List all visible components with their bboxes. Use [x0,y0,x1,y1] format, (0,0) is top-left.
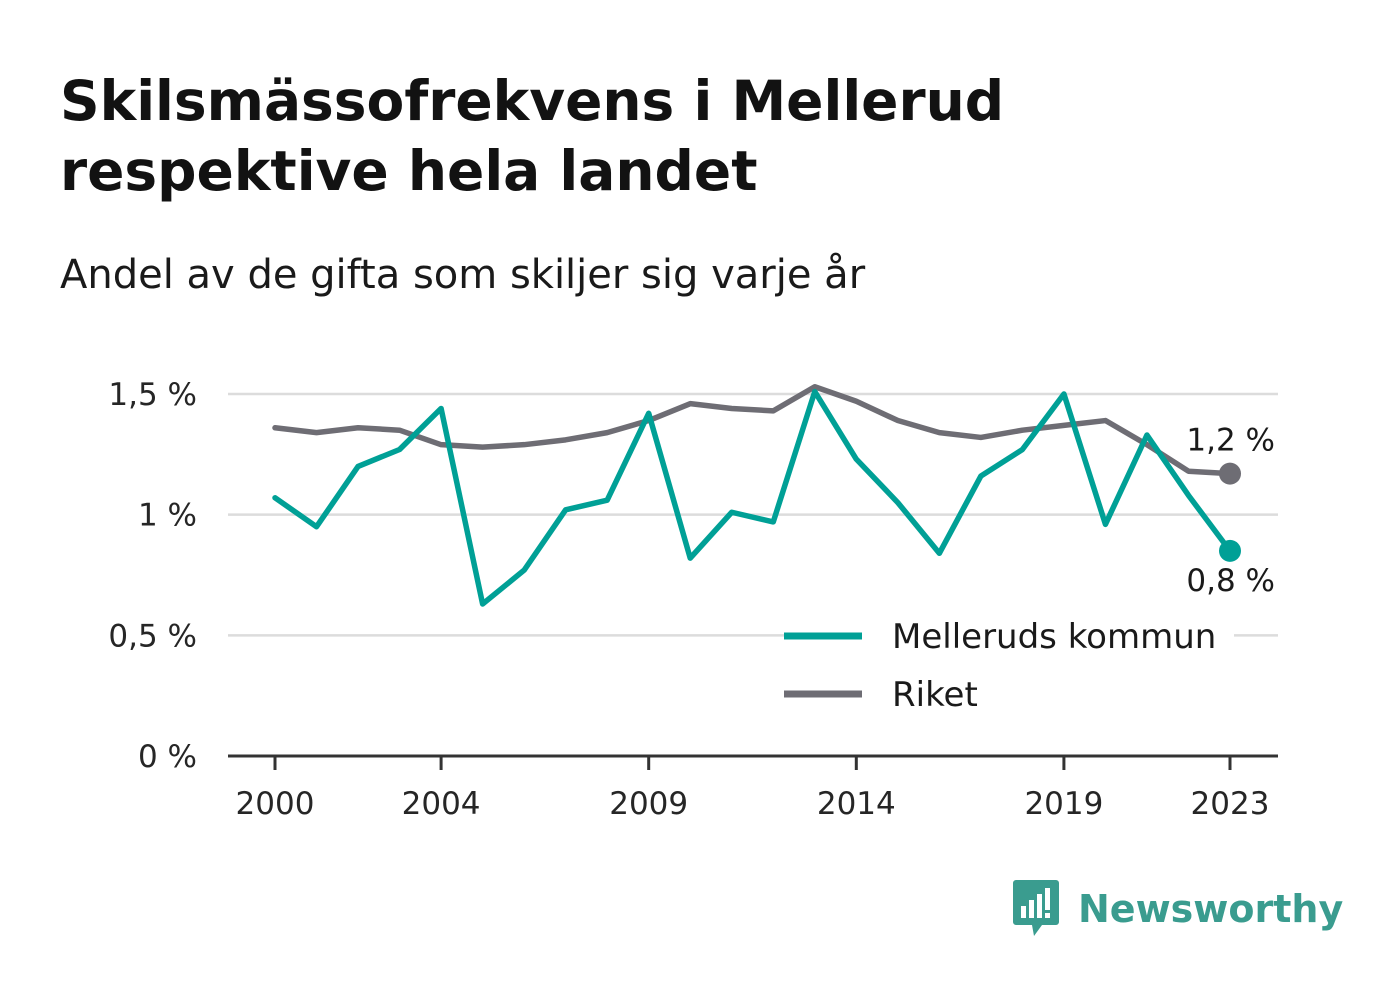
x-tick-label: 2023 [1191,786,1270,822]
brand-name: Newsworthy [1078,887,1344,931]
legend: Melleruds kommun Riket [784,617,1234,720]
y-tick-label: 1,5 % [108,377,197,413]
y-tick-label: 0 % [138,739,197,775]
y-tick-label: 1 % [138,498,197,534]
legend-label: Riket [892,675,978,715]
newsworthy-logo-icon [1013,880,1059,936]
chart-subtitle: Andel av de gifta som skiljer sig varje … [60,252,866,298]
chart-title: Skilsmässofrekvens i Mellerud respektive… [60,69,1005,203]
x-tick-label: 2014 [817,786,896,822]
end-labels: 1,2 % 0,8 % [1186,423,1275,599]
x-tick-label: 2019 [1024,786,1103,822]
y-axis-tick-labels: 0 % 0,5 % 1 % 1,5 % [108,377,197,775]
legend-background [784,680,1234,720]
x-axis: 2000 2004 2009 2014 2019 2023 [228,754,1278,822]
y-tick-label: 0,5 % [108,618,197,654]
x-tick-label: 2000 [236,786,315,822]
brand-logo: Newsworthy [1012,878,1343,940]
x-tick-label: 2004 [402,786,481,822]
series-line-mellerud [272,388,1233,607]
x-tick-label: 2009 [609,786,688,822]
legend-background [784,622,1234,662]
end-label-mellerud: 0,8 % [1186,563,1275,599]
end-label-riket: 1,2 % [1186,423,1275,459]
end-point-riket [1219,462,1241,485]
legend-label: Melleruds kommun [892,617,1216,657]
series-lines [272,384,1241,607]
end-point-mellerud [1219,539,1241,562]
